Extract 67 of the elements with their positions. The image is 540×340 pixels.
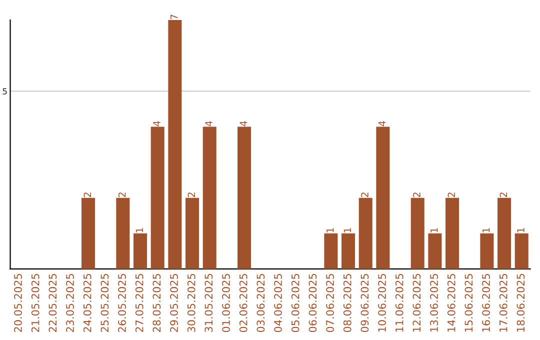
data-label: 2 bbox=[448, 192, 455, 198]
bar bbox=[342, 233, 356, 269]
x-tick-label: 06.06.2025 bbox=[308, 274, 317, 332]
x-tick-label: 24.05.2025 bbox=[83, 274, 92, 332]
x-tick-label: 28.05.2025 bbox=[152, 274, 161, 332]
x-tick-label: 23.05.2025 bbox=[66, 274, 74, 332]
data-label: 1 bbox=[344, 228, 351, 232]
data-label: 2 bbox=[361, 192, 368, 198]
bar bbox=[428, 233, 442, 269]
bar bbox=[134, 233, 148, 269]
bar bbox=[202, 126, 216, 269]
x-tick-label: 10.06.2025 bbox=[378, 274, 386, 332]
x-tick-label: 05.06.2025 bbox=[291, 274, 300, 332]
x-tick-label: 11.06.2025 bbox=[395, 274, 404, 332]
x-tick-label: 09.06.2025 bbox=[360, 274, 369, 332]
data-label: 2 bbox=[118, 192, 126, 198]
data-label: 4 bbox=[240, 121, 247, 126]
x-tick-label: 07.06.2025 bbox=[326, 274, 334, 332]
bar bbox=[410, 198, 424, 269]
data-label: 1 bbox=[430, 228, 438, 232]
bar bbox=[358, 198, 372, 269]
data-label: 2 bbox=[188, 192, 195, 198]
x-tick-label: 03.06.2025 bbox=[256, 274, 265, 332]
bar bbox=[480, 233, 494, 269]
x-tick-label: 04.06.2025 bbox=[274, 274, 282, 332]
x-tick-label: 20.05.2025 bbox=[14, 274, 22, 332]
data-label: 4 bbox=[378, 121, 386, 126]
x-tick-label: 26.05.2025 bbox=[118, 274, 126, 332]
x-tick-label: 27.05.2025 bbox=[135, 274, 144, 332]
data-label: 1 bbox=[326, 228, 334, 232]
data-label: 4 bbox=[153, 121, 160, 126]
x-tick-label: 12.06.2025 bbox=[412, 274, 421, 332]
bar bbox=[116, 198, 130, 269]
x-tick-label: 21.05.2025 bbox=[31, 274, 40, 332]
data-label: 1 bbox=[517, 228, 524, 232]
bar bbox=[376, 126, 390, 269]
bar bbox=[186, 198, 200, 269]
data-label: 1 bbox=[482, 228, 490, 232]
data-label: 7 bbox=[170, 14, 178, 20]
x-tick-label: 17.06.2025 bbox=[499, 274, 508, 332]
x-tick-label: 14.06.2025 bbox=[447, 274, 456, 332]
data-label: 4 bbox=[205, 121, 212, 126]
x-tick-label: 13.06.2025 bbox=[430, 274, 438, 332]
x-tick-label: 15.06.2025 bbox=[464, 274, 473, 332]
x-tick-label: 30.05.2025 bbox=[187, 274, 196, 332]
x-tick-label: 25.05.2025 bbox=[100, 274, 109, 332]
x-tick-label: 29.05.2025 bbox=[170, 274, 178, 332]
data-label: 2 bbox=[413, 192, 420, 198]
bar bbox=[150, 126, 164, 269]
bar bbox=[82, 198, 96, 269]
x-tick-label: 08.06.2025 bbox=[343, 274, 352, 332]
bar bbox=[498, 198, 512, 269]
x-tick-label: 18.06.2025 bbox=[516, 274, 525, 332]
x-tick-label: 16.06.2025 bbox=[482, 274, 490, 332]
data-label: 2 bbox=[84, 192, 91, 198]
bar bbox=[168, 20, 182, 269]
data-label: 2 bbox=[500, 192, 507, 198]
data-label: 1 bbox=[136, 228, 143, 232]
bar bbox=[446, 198, 460, 269]
x-tick-label: 22.05.2025 bbox=[48, 274, 57, 332]
x-tick-label: 31.05.2025 bbox=[204, 274, 213, 332]
bar bbox=[324, 233, 338, 269]
bar bbox=[514, 233, 528, 269]
bar bbox=[238, 126, 252, 269]
x-tick-label: 02.06.2025 bbox=[239, 274, 248, 332]
x-tick-label: 01.06.2025 bbox=[222, 274, 230, 332]
y-tick-label: 5 bbox=[2, 88, 7, 94]
